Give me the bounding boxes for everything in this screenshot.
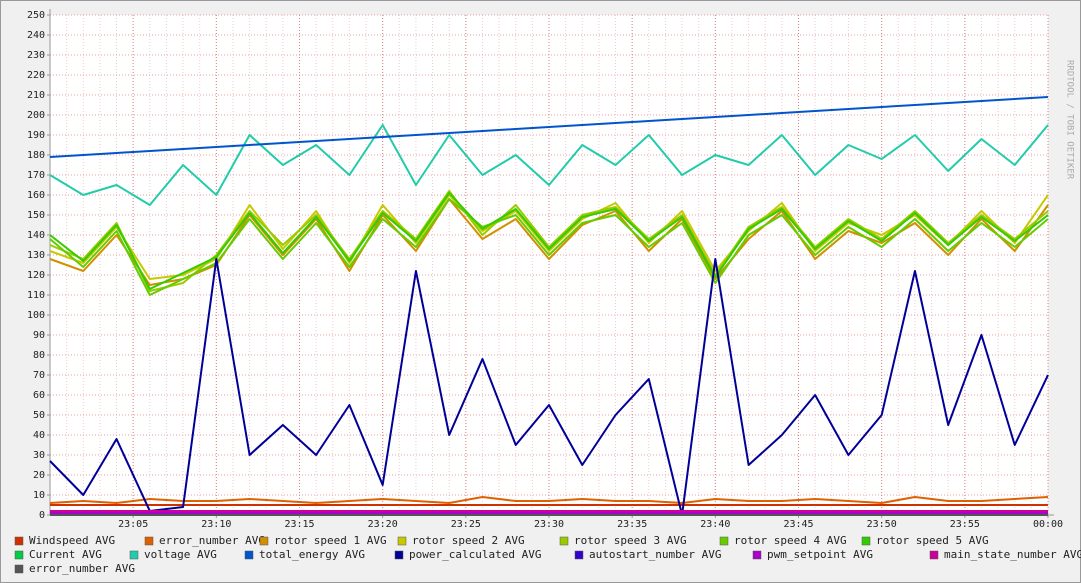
legend-label: Current AVG bbox=[29, 548, 102, 561]
legend-swatch bbox=[929, 550, 939, 560]
y-tick-label: 90 bbox=[33, 330, 45, 341]
legend-label: pwm_setpoint AVG bbox=[767, 548, 873, 561]
y-tick-label: 220 bbox=[27, 70, 45, 81]
legend-label: Windspeed AVG bbox=[29, 534, 115, 547]
y-tick-label: 160 bbox=[27, 190, 45, 201]
y-tick-label: 70 bbox=[33, 370, 45, 381]
y-tick-label: 200 bbox=[27, 110, 45, 121]
legend-swatch bbox=[14, 550, 24, 560]
legend-label: rotor speed 1 AVG bbox=[274, 534, 387, 547]
x-tick-label: 23:25 bbox=[451, 519, 481, 530]
legend-label: power_calculated AVG bbox=[409, 548, 541, 561]
y-tick-label: 120 bbox=[27, 270, 45, 281]
y-tick-label: 210 bbox=[27, 90, 45, 101]
y-tick-label: 40 bbox=[33, 430, 45, 441]
legend-label: error_number AVG bbox=[29, 562, 135, 575]
legend-swatch bbox=[861, 536, 871, 546]
y-tick-label: 140 bbox=[27, 230, 45, 241]
y-tick-label: 250 bbox=[27, 10, 45, 21]
legend-label: voltage AVG bbox=[144, 548, 217, 561]
y-tick-label: 20 bbox=[33, 470, 45, 481]
legend-label: rotor speed 2 AVG bbox=[412, 534, 525, 547]
legend-label: error_number AVG bbox=[159, 534, 265, 547]
x-tick-label: 23:20 bbox=[368, 519, 398, 530]
y-tick-label: 180 bbox=[27, 150, 45, 161]
legend-swatch bbox=[144, 536, 154, 546]
legend-swatch bbox=[14, 536, 24, 546]
series-line bbox=[49, 496, 1049, 504]
y-tick-label: 110 bbox=[27, 290, 45, 301]
legend-swatch bbox=[574, 550, 584, 560]
x-tick-label: 23:10 bbox=[201, 519, 231, 530]
x-tick-label: 23:35 bbox=[617, 519, 647, 530]
series-line bbox=[49, 96, 1049, 158]
x-tick-label: 23:55 bbox=[950, 519, 980, 530]
legend-swatch bbox=[244, 550, 254, 560]
legend-swatch bbox=[559, 536, 569, 546]
legend-swatch bbox=[752, 550, 762, 560]
x-tick-label: 23:50 bbox=[867, 519, 897, 530]
watermark: RRDTOOL / TOBI OETIKER bbox=[1065, 60, 1075, 180]
y-tick-label: 80 bbox=[33, 350, 45, 361]
y-tick-label: 130 bbox=[27, 250, 45, 261]
y-tick-label: 100 bbox=[27, 310, 45, 321]
legend-label: total_energy AVG bbox=[259, 548, 365, 561]
y-tick-label: 50 bbox=[33, 410, 45, 421]
x-tick-label: 00:00 bbox=[1033, 519, 1063, 530]
series-line bbox=[49, 190, 1049, 292]
y-tick-label: 0 bbox=[39, 510, 45, 521]
series-line bbox=[49, 124, 1049, 206]
x-tick-label: 23:30 bbox=[534, 519, 564, 530]
legend-swatch bbox=[14, 564, 24, 574]
legend-label: rotor speed 4 AVG bbox=[734, 534, 847, 547]
legend-swatch bbox=[719, 536, 729, 546]
x-tick-label: 23:15 bbox=[284, 519, 314, 530]
y-tick-label: 190 bbox=[27, 130, 45, 141]
y-tick-label: 240 bbox=[27, 30, 45, 41]
legend-label: main_state_number AVG bbox=[944, 548, 1081, 561]
x-tick-label: 23:40 bbox=[700, 519, 730, 530]
y-tick-label: 150 bbox=[27, 210, 45, 221]
y-tick-label: 170 bbox=[27, 170, 45, 181]
legend-swatch bbox=[394, 550, 404, 560]
y-tick-label: 230 bbox=[27, 50, 45, 61]
legend-label: rotor speed 3 AVG bbox=[574, 534, 687, 547]
legend-swatch bbox=[259, 536, 269, 546]
series-line bbox=[49, 192, 1049, 290]
y-tick-label: 30 bbox=[33, 450, 45, 461]
x-tick-label: 23:45 bbox=[783, 519, 813, 530]
legend-label: rotor speed 5 AVG bbox=[876, 534, 989, 547]
y-tick-label: 60 bbox=[33, 390, 45, 401]
legend-swatch bbox=[397, 536, 407, 546]
series-line bbox=[49, 258, 1049, 516]
legend-label: autostart_number AVG bbox=[589, 548, 721, 561]
y-tick-label: 10 bbox=[33, 490, 45, 501]
legend-swatch bbox=[129, 550, 139, 560]
x-tick-label: 23:05 bbox=[118, 519, 148, 530]
